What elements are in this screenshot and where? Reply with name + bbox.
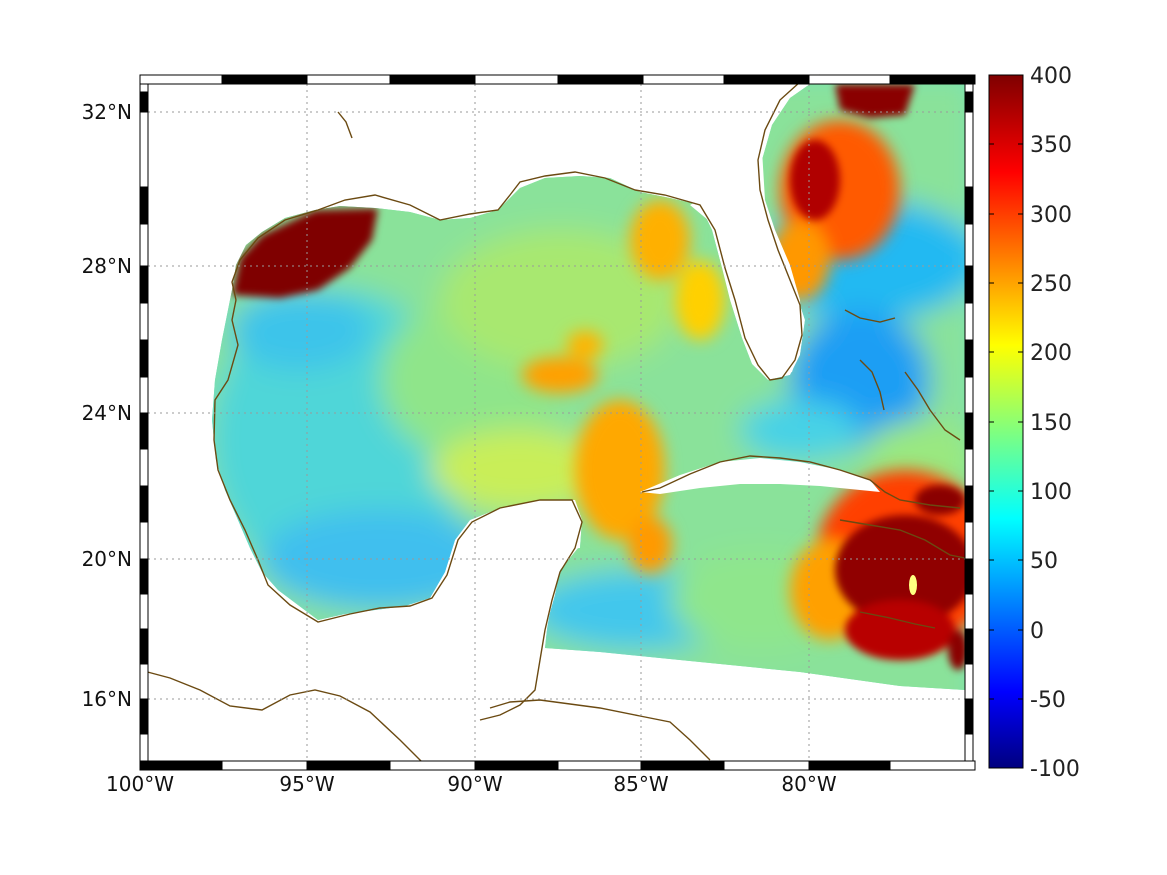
colorbar-tick-label: -100 bbox=[1030, 757, 1080, 782]
colorbar-tick-label: 300 bbox=[1030, 203, 1072, 228]
x-tick-label: 95°W bbox=[279, 772, 334, 796]
colorbar-tick-label: 400 bbox=[1030, 64, 1072, 89]
land-mask bbox=[440, 80, 880, 650]
colorbar-tick-label: 200 bbox=[1030, 341, 1072, 366]
y-tick-label: 20°N bbox=[82, 547, 132, 571]
map-frame bbox=[139, 74, 976, 771]
x-tick-label: 80°W bbox=[781, 772, 836, 796]
colorbar-tick-label: 150 bbox=[1030, 411, 1072, 436]
x-axis-ticks: 100°W 95°W 90°W 85°W 80°W bbox=[106, 772, 837, 796]
y-tick-label: 32°N bbox=[82, 100, 132, 124]
coastlines bbox=[139, 74, 966, 766]
y-tick-label: 24°N bbox=[82, 401, 132, 425]
colorbar-tick-label: 350 bbox=[1030, 133, 1072, 158]
y-axis-ticks: 32°N 28°N 24°N 20°N 16°N bbox=[82, 100, 132, 711]
x-tick-label: 100°W bbox=[106, 772, 174, 796]
colorbar-tick-label: 250 bbox=[1030, 272, 1072, 297]
colorbar-tick-label: -50 bbox=[1030, 688, 1066, 713]
y-tick-label: 28°N bbox=[82, 254, 132, 278]
x-tick-label: 85°W bbox=[613, 772, 668, 796]
colorbar-tick-label: 0 bbox=[1030, 619, 1044, 644]
y-tick-label: 16°N bbox=[82, 687, 132, 711]
colorbar: 400 350 300 250 200 150 100 50 0 -50 -10… bbox=[988, 64, 1080, 782]
ocean-field bbox=[212, 84, 965, 690]
colorbar-tick-label: 100 bbox=[1030, 480, 1072, 505]
colorbar-gradient bbox=[988, 74, 1024, 769]
x-tick-label: 90°W bbox=[447, 772, 502, 796]
colorbar-tick-label: 50 bbox=[1030, 549, 1058, 574]
gridlines bbox=[148, 84, 965, 761]
